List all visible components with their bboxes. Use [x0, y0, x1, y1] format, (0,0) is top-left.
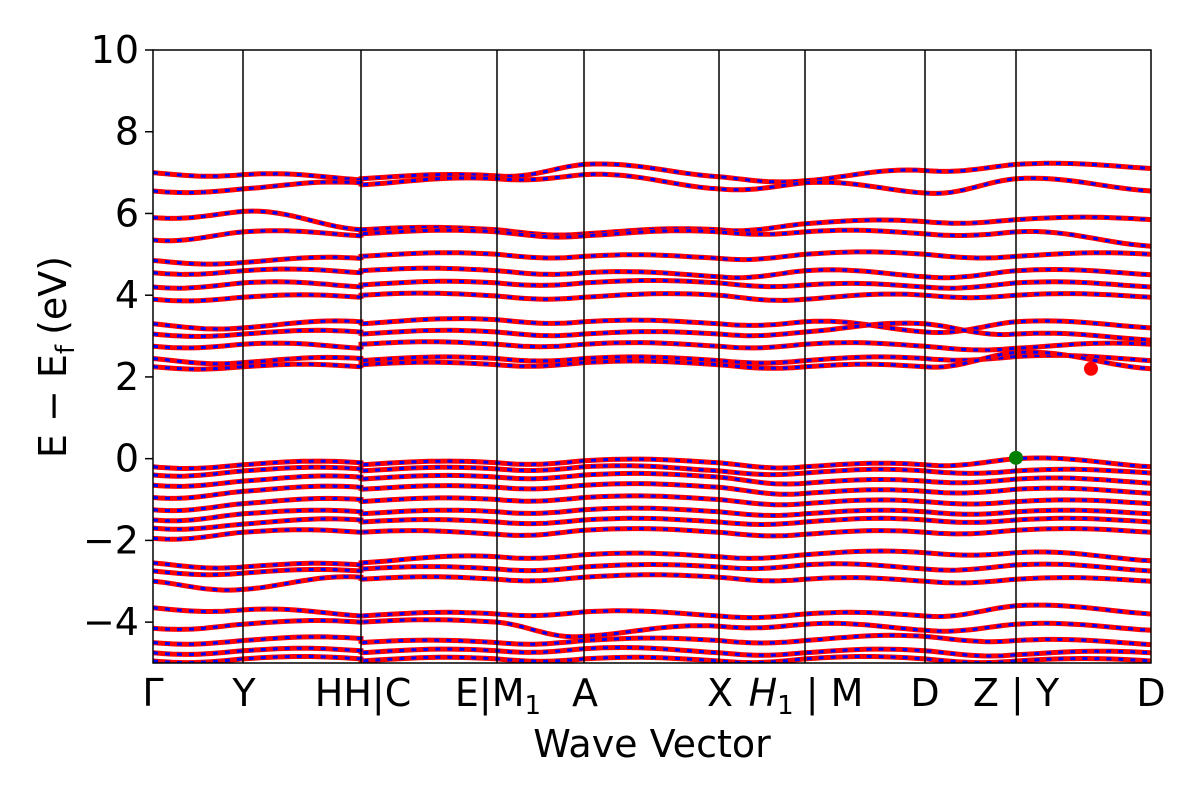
- x-axis-ticks: Γ Y HH|C E|M1 A X H1 | M D Z | Y D: [142, 671, 1165, 721]
- y-tick-label: −2: [83, 518, 139, 562]
- band-line-down: [153, 228, 1151, 248]
- plot-frame: [152, 49, 1152, 664]
- x-tick-label-e-m-sub: 1: [525, 691, 542, 721]
- band-line-up: [153, 493, 1151, 514]
- band-line-up: [153, 455, 1151, 472]
- band-line-up: [153, 515, 1151, 532]
- band-line-down: [153, 562, 1151, 577]
- band-line-down: [153, 506, 1151, 523]
- band-line-up: [153, 654, 1151, 663]
- x-tick-label-x: X: [707, 671, 733, 715]
- x-tick-label-a: A: [572, 671, 598, 715]
- y-tick-label: −4: [83, 600, 139, 644]
- band-line-down: [153, 161, 1151, 184]
- band-line-up: [153, 171, 1151, 196]
- x-tick-label-gamma: Γ: [142, 671, 163, 715]
- vbm-marker: [1009, 450, 1023, 465]
- y-tick-label: 2: [115, 355, 139, 399]
- x-tick-label-z-y: Z | Y: [973, 671, 1060, 716]
- band-line-up: [153, 470, 1151, 489]
- band-line-up: [153, 644, 1151, 659]
- band-line-up: [153, 481, 1151, 501]
- band-line-down: [153, 340, 1151, 352]
- y-tick-label: 0: [115, 437, 139, 481]
- band-line-down: [153, 250, 1151, 266]
- x-tick-label-e-m: E|M: [455, 671, 525, 716]
- band-line-down: [153, 464, 1151, 478]
- band-line-down: [153, 633, 1151, 647]
- band-line-down: [153, 209, 1151, 237]
- x-tick-label-h1-m: H1 | M: [749, 671, 864, 721]
- band-line-down: [153, 291, 1151, 303]
- x-axis-label: Wave Vector: [533, 722, 771, 766]
- x-tick-label-d: D: [910, 671, 939, 715]
- y-tick-label: 6: [115, 191, 139, 235]
- band-line-down: [153, 573, 1151, 592]
- band-line-down: [153, 279, 1151, 290]
- y-axis-label-sub: f: [51, 344, 81, 354]
- band-line-up: [153, 352, 1151, 367]
- x-tick-label-h-rest: | M: [794, 671, 864, 716]
- band-line-down: [153, 549, 1151, 570]
- band-line-up: [153, 349, 1151, 372]
- x-tick-label-d-end: D: [1136, 671, 1165, 715]
- y-tick-label: 8: [115, 110, 139, 154]
- y-axis-label: E − Ef (eV): [31, 256, 81, 458]
- y-tick-label: 4: [115, 273, 139, 317]
- x-tick-label-h-sub: 1: [777, 691, 794, 721]
- x-tick-label-y: Y: [231, 671, 256, 715]
- y-axis-ticks: −4 −2 0 2 4 6 8 10: [83, 28, 153, 644]
- extrema-markers: [1009, 361, 1098, 465]
- band-line-down: [153, 618, 1151, 639]
- band-line-down: [153, 266, 1151, 280]
- y-axis-label-unit: (eV): [31, 256, 75, 335]
- cbm-marker: [1084, 361, 1098, 376]
- band-line-down: [153, 321, 1151, 342]
- x-tick-label-h: H: [749, 671, 778, 715]
- bands-layer: [153, 160, 1151, 663]
- x-tick-label-hh-c: HH|C: [315, 671, 411, 716]
- y-axis-label-main: E − E: [31, 354, 75, 458]
- x-tick-label-e-m1: E|M1: [455, 671, 541, 721]
- band-line-up: [153, 316, 1151, 336]
- band-line-up: [153, 572, 1151, 593]
- y-tick-label: 10: [91, 28, 139, 72]
- kpoint-divider-lines: [242, 50, 1017, 663]
